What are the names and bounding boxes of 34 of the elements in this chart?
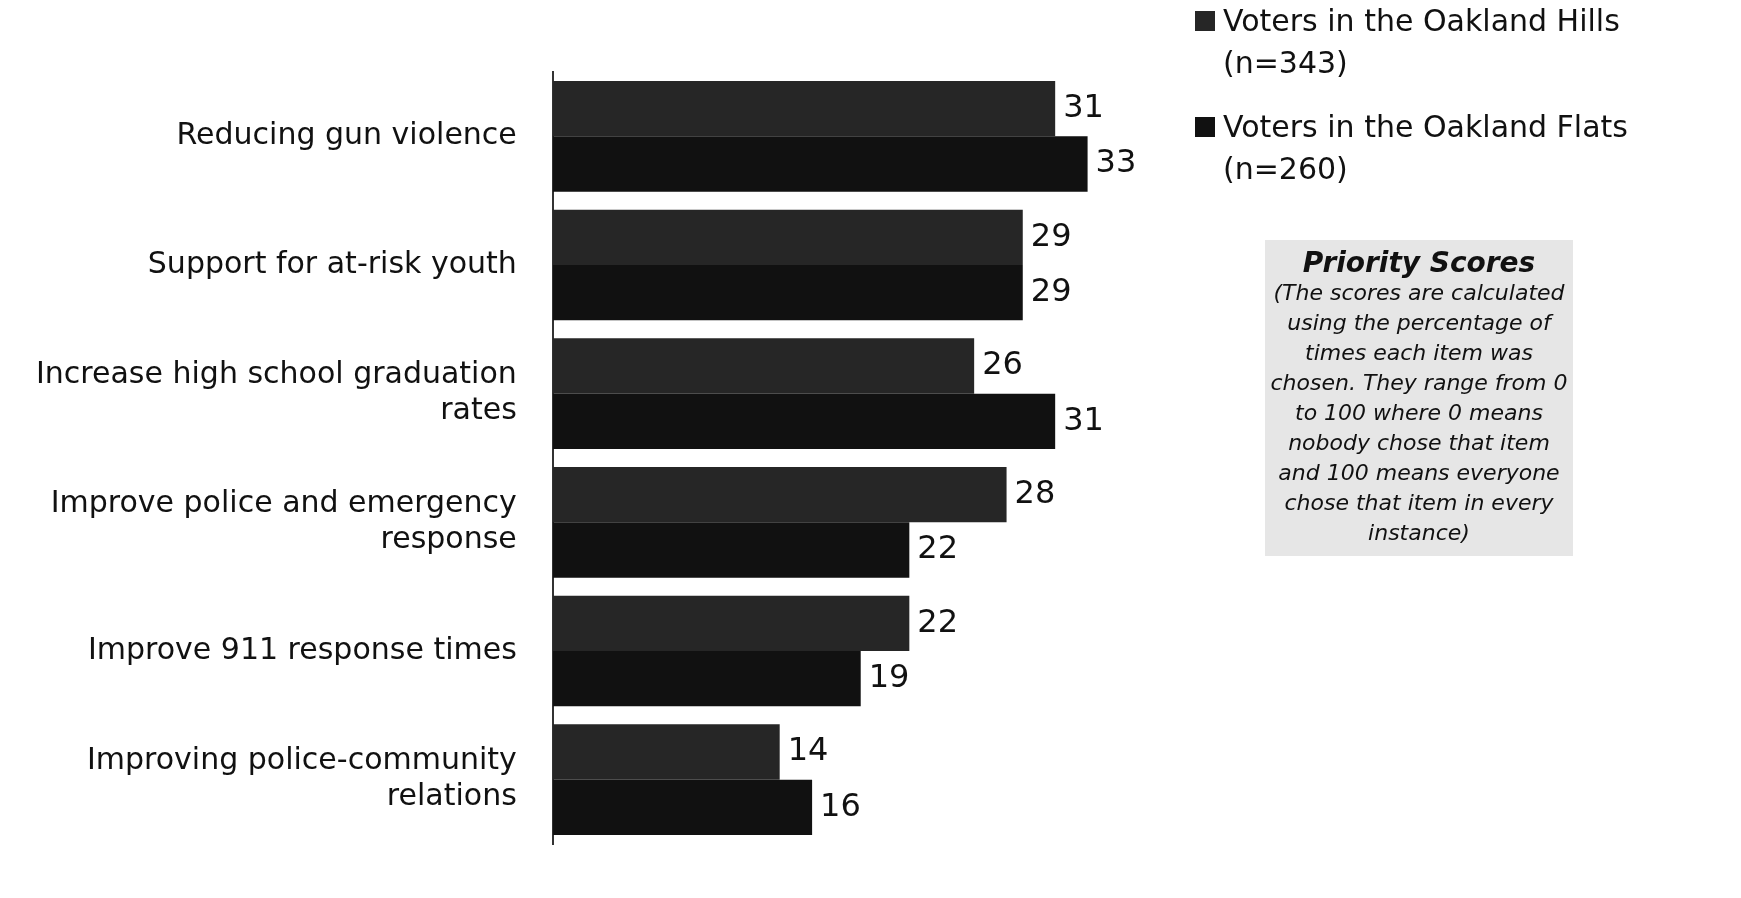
y-tick-label: Increase high school graduation rates [35, 355, 517, 427]
data-label: 14 [787, 730, 829, 769]
y-tick-label: Improve 911 response times [87, 630, 517, 666]
data-label: 29 [1030, 215, 1072, 254]
data-label: 31 [1063, 86, 1104, 125]
bar [552, 393, 1056, 449]
text: (The scores are calculated using the percentage of times each item was chosen. They range from 0 to 100 where 0 means nobody chose that item and 100 means everyone chose that item in every instance) [1270, 280, 1568, 545]
text: Priority Scores [1301, 246, 1537, 279]
data-label: 22 [917, 601, 959, 640]
data-label: 16 [820, 785, 861, 824]
y-tick-label: Reducing gun violence [176, 116, 517, 152]
data-label: 26 [982, 344, 1023, 383]
data-label: 31 [1063, 399, 1104, 438]
bar [552, 467, 1007, 523]
data-label: 19 [868, 656, 910, 695]
bar [552, 338, 975, 394]
bar [552, 522, 910, 578]
data-label: 22 [917, 528, 959, 567]
data-label: 29 [1030, 270, 1072, 309]
bar [552, 81, 1056, 137]
bar [552, 724, 780, 780]
bar [552, 136, 1088, 192]
y-tick-label: Support for at-risk youth [147, 244, 517, 280]
bar [552, 651, 861, 707]
y-tick-label: Improve police and emergency response [50, 484, 517, 556]
data-label: 33 [1095, 142, 1137, 181]
legend-label: Voters in the Oakland Hills (n=343) [1223, 2, 1621, 82]
bar [552, 209, 1023, 265]
bar [552, 595, 910, 651]
y-tick-label: Improving police-community relations [86, 741, 517, 813]
bar [552, 779, 813, 835]
legend-label: Voters in the Oakland Flats (n=260) [1223, 108, 1629, 188]
bar [552, 265, 1023, 321]
data-label: 28 [1014, 472, 1056, 511]
